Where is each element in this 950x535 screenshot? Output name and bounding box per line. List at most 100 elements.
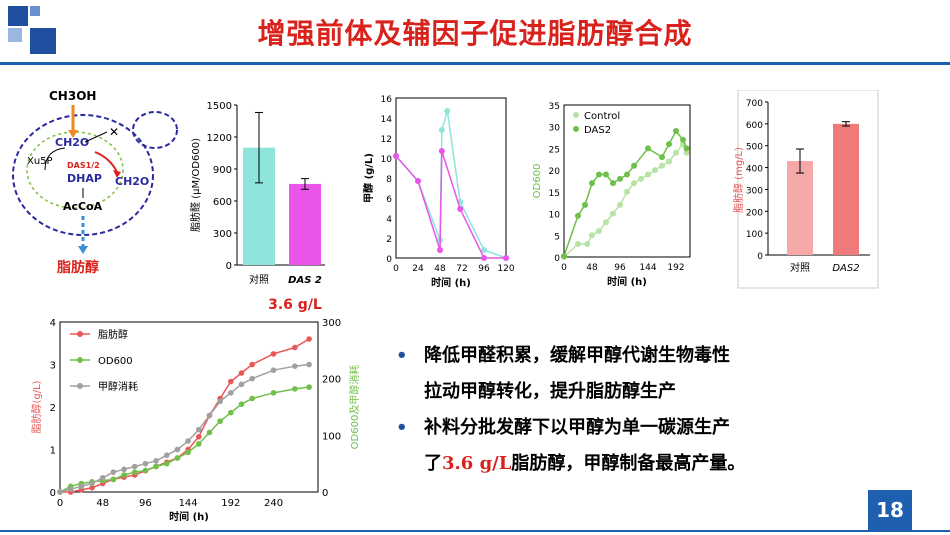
y-tick-label: 10 — [549, 211, 561, 221]
data-point — [306, 361, 312, 368]
bullet-item: • 降低甲醛积累，缓解甲醇代谢生物毒性 — [396, 338, 866, 374]
legend-marker — [77, 357, 83, 363]
y-tick-label: 300 — [213, 229, 232, 240]
data-point — [206, 412, 213, 419]
bar — [289, 183, 321, 265]
y2-axis-label: OD600及甲醇消耗 — [348, 365, 361, 450]
data-point — [645, 145, 651, 152]
fatty-alcohol-bar-chart: 0 100 200 300 400 500 600 700 对照 DAS2 脂肪醇 (mg/L) — [732, 90, 879, 289]
y-tick-label: 900 — [213, 165, 232, 176]
y-tick-label: 700 — [746, 99, 763, 109]
x-axis-label: 时间 (h) — [607, 275, 647, 288]
data-point — [174, 455, 181, 461]
data-point — [589, 232, 595, 239]
data-point — [631, 162, 637, 169]
y-tick-label: 15 — [549, 189, 560, 199]
legend-marker — [77, 383, 83, 389]
x-tick-label: 48 — [96, 498, 109, 509]
bullet-text: 了3.6 g/L脂肪醇，甲醇制备最高产量。 — [396, 446, 866, 482]
y-tick-label: 600 — [746, 121, 763, 131]
data-point — [228, 390, 234, 396]
bullet-icon: • — [396, 417, 408, 438]
x-tick-label: 96 — [614, 263, 626, 273]
y-tick-label: 14 — [381, 115, 393, 125]
y-tick-label: 200 — [746, 208, 763, 218]
data-point — [206, 429, 213, 436]
bullet-text-pre: 了 — [424, 453, 442, 474]
y-tick-label: 100 — [746, 230, 763, 240]
x-tick-label: 144 — [639, 263, 656, 273]
data-point — [174, 446, 181, 453]
bullet-item: • 补料分批发酵下以甲醇为单一碳源生产 — [396, 410, 866, 446]
data-point — [270, 390, 277, 396]
pathway-xu5p: Xu5P — [27, 156, 53, 167]
data-point — [673, 149, 679, 156]
x-tick-label: 192 — [667, 263, 684, 273]
pathway-ch2o: CH2O — [55, 136, 89, 149]
y-tick-label: 0 — [226, 261, 232, 272]
data-point — [680, 136, 686, 143]
y-tick-label: 3 — [50, 361, 56, 372]
data-point — [292, 386, 298, 392]
fed-batch-chart: 0 1 2 3 4 0 100 200 300 0 48 96 144 192 240 脂肪醇 OD600 甲醇消… — [30, 318, 361, 523]
y-tick-label: 4 — [50, 318, 56, 329]
x-tick-label: DAS2 — [832, 263, 859, 274]
data-point — [666, 158, 672, 165]
bullet-highlight: 3.6 g/L — [442, 453, 512, 474]
data-point — [306, 336, 312, 342]
y-tick-label: 30 — [549, 124, 561, 134]
data-point — [185, 438, 191, 444]
data-point — [624, 188, 630, 195]
y-tick-label: 4 — [386, 215, 392, 225]
data-point — [185, 449, 191, 456]
data-point — [624, 171, 630, 178]
data-point — [89, 480, 95, 487]
data-point — [666, 141, 672, 148]
data-point — [503, 255, 509, 261]
legend-label: OD600 — [98, 356, 133, 367]
bar — [787, 161, 813, 255]
bullet-list: • 降低甲醛积累，缓解甲醇代谢生物毒性 拉动甲醇转化，提升脂肪醇生产 • 补料分批发… — [396, 338, 866, 482]
bullet-icon: • — [396, 345, 408, 366]
y-tick-label: 0 — [50, 488, 56, 499]
x-tick-label: 0 — [57, 498, 63, 509]
y-tick-label: 8 — [386, 175, 392, 185]
bullet-text: 拉动甲醇转化，提升脂肪醇生产 — [424, 381, 676, 402]
data-point — [238, 381, 245, 388]
data-point — [67, 486, 74, 492]
y-tick-label: 1200 — [207, 133, 232, 144]
data-point — [78, 483, 85, 490]
data-point — [142, 460, 149, 467]
y-tick-label: 16 — [381, 95, 393, 105]
y2-tick-label: 200 — [322, 375, 341, 386]
y-tick-label: 1 — [50, 446, 56, 457]
y-axis-label: 甲醇 (g/L) — [362, 153, 375, 203]
x-tick-label: DAS 2 — [288, 275, 322, 286]
legend-marker — [573, 112, 579, 118]
y-tick-label: 600 — [213, 197, 232, 208]
y-tick-label: 300 — [746, 186, 763, 196]
data-point — [575, 212, 581, 219]
data-point — [292, 363, 298, 369]
data-point — [415, 178, 421, 184]
y-axis-label: 脂肪醛 (μM/OD600) — [189, 138, 202, 232]
data-point — [610, 210, 616, 217]
data-point — [596, 227, 602, 234]
data-point — [438, 127, 445, 133]
data-point — [444, 108, 451, 114]
data-point — [596, 171, 602, 178]
legend-label: Control — [584, 111, 620, 122]
data-point — [121, 466, 127, 473]
x-tick-label: 72 — [456, 264, 467, 274]
x-tick-label: 192 — [221, 498, 240, 509]
y-tick-label: 10 — [381, 155, 393, 165]
y2-tick-label: 0 — [322, 488, 328, 499]
data-point — [438, 148, 445, 154]
pathway-ch3oh: CH3OH — [49, 89, 96, 103]
x-tick-label: 24 — [412, 264, 424, 274]
series-line — [395, 110, 507, 259]
x-axis-label: 时间 (h) — [431, 276, 471, 289]
y-tick-label: 12 — [381, 135, 392, 145]
x-axis-label: 时间 (h) — [169, 510, 209, 523]
